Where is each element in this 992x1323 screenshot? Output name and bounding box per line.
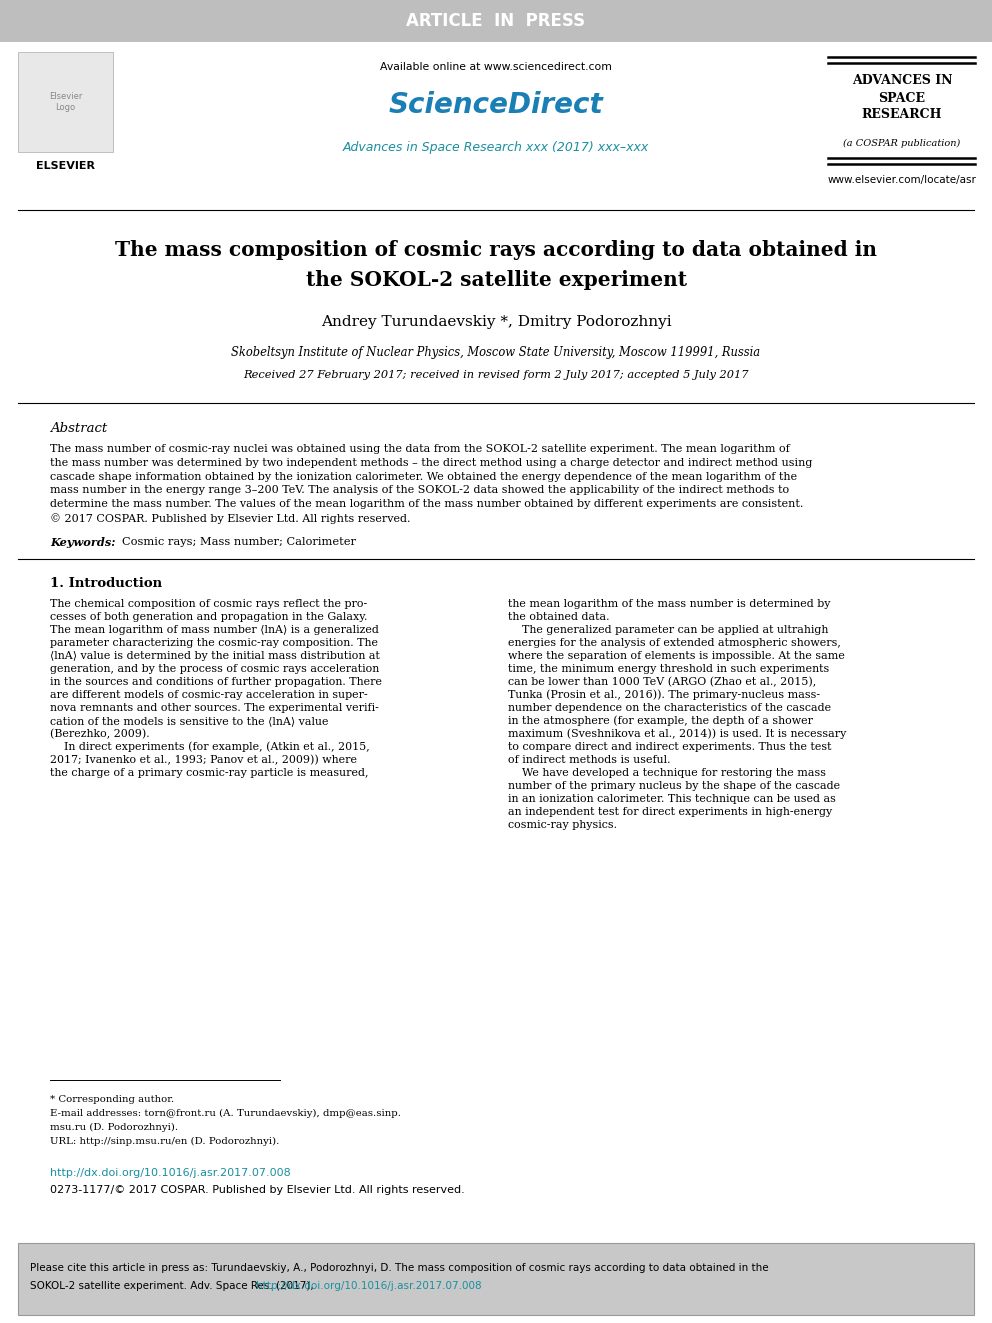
Text: http://dx.doi.org/10.1016/j.asr.2017.07.008: http://dx.doi.org/10.1016/j.asr.2017.07.… — [256, 1281, 481, 1291]
Bar — [0, 0, 992, 42]
Text: Cosmic rays; Mass number; Calorimeter: Cosmic rays; Mass number; Calorimeter — [122, 537, 356, 546]
Text: ARTICLE  IN  PRESS: ARTICLE IN PRESS — [407, 12, 585, 30]
Text: We have developed a technique for restoring the mass: We have developed a technique for restor… — [508, 767, 826, 778]
Text: Received 27 February 2017; received in revised form 2 July 2017; accepted 5 July: Received 27 February 2017; received in r… — [243, 370, 749, 380]
Text: 1. Introduction: 1. Introduction — [50, 577, 162, 590]
Text: The mass composition of cosmic rays according to data obtained in
the SOKOL-2 sa: The mass composition of cosmic rays acco… — [115, 239, 877, 290]
Text: cosmic-ray physics.: cosmic-ray physics. — [508, 820, 617, 830]
Text: URL: http://sinp.msu.ru/en (D. Podorozhnyi).: URL: http://sinp.msu.ru/en (D. Podorozhn… — [50, 1136, 280, 1146]
Text: The mean logarithm of mass number ⟨lnA⟩ is a generalized: The mean logarithm of mass number ⟨lnA⟩ … — [50, 624, 379, 635]
Text: The generalized parameter can be applied at ultrahigh: The generalized parameter can be applied… — [508, 624, 828, 635]
Text: E-mail addresses: torn@front.ru (A. Turundaevskiy), dmp@eas.sinp.: E-mail addresses: torn@front.ru (A. Turu… — [50, 1109, 401, 1118]
Text: * Corresponding author.: * Corresponding author. — [50, 1095, 175, 1103]
Text: © 2017 COSPAR. Published by Elsevier Ltd. All rights reserved.: © 2017 COSPAR. Published by Elsevier Ltd… — [50, 513, 411, 524]
Text: number dependence on the characteristics of the cascade: number dependence on the characteristics… — [508, 703, 831, 713]
Text: SOKOL-2 satellite experiment. Adv. Space Res. (2017),: SOKOL-2 satellite experiment. Adv. Space… — [30, 1281, 317, 1291]
Text: are different models of cosmic-ray acceleration in super-: are different models of cosmic-ray accel… — [50, 689, 368, 700]
Text: Elsevier
Logo: Elsevier Logo — [49, 93, 82, 111]
Text: the mean logarithm of the mass number is determined by: the mean logarithm of the mass number is… — [508, 599, 830, 609]
Text: Skobeltsyn Institute of Nuclear Physics, Moscow State University, Moscow 119991,: Skobeltsyn Institute of Nuclear Physics,… — [231, 347, 761, 359]
Text: Please cite this article in press as: Turundaevskiy, A., Podorozhnyi, D. The mas: Please cite this article in press as: Tu… — [30, 1263, 769, 1273]
Text: the charge of a primary cosmic-ray particle is measured,: the charge of a primary cosmic-ray parti… — [50, 767, 368, 778]
Text: Advances in Space Research xxx (2017) xxx–xxx: Advances in Space Research xxx (2017) xx… — [343, 142, 649, 155]
Text: Abstract: Abstract — [50, 422, 107, 435]
Text: generation, and by the process of cosmic rays acceleration: generation, and by the process of cosmic… — [50, 664, 379, 673]
Text: 2017; Ivanenko et al., 1993; Panov et al., 2009)) where: 2017; Ivanenko et al., 1993; Panov et al… — [50, 755, 357, 765]
Text: can be lower than 1000 TeV (ARGO (Zhao et al., 2015),: can be lower than 1000 TeV (ARGO (Zhao e… — [508, 677, 816, 687]
Text: time, the minimum energy threshold in such experiments: time, the minimum energy threshold in su… — [508, 664, 829, 673]
Text: nova remnants and other sources. The experimental verifi-: nova remnants and other sources. The exp… — [50, 703, 379, 713]
Text: in an ionization calorimeter. This technique can be used as: in an ionization calorimeter. This techn… — [508, 794, 836, 804]
Text: the mass number was determined by two independent methods – the direct method us: the mass number was determined by two in… — [50, 458, 812, 468]
Text: The chemical composition of cosmic rays reflect the pro-: The chemical composition of cosmic rays … — [50, 599, 367, 609]
Bar — [18, 1244, 974, 1315]
Text: in the sources and conditions of further propagation. There: in the sources and conditions of further… — [50, 677, 382, 687]
Text: Keywords:: Keywords: — [50, 537, 115, 548]
Text: The mass number of cosmic-ray nuclei was obtained using the data from the SOKOL-: The mass number of cosmic-ray nuclei was… — [50, 445, 790, 454]
Bar — [18, 52, 113, 152]
Text: determine the mass number. The values of the mean logarithm of the mass number o: determine the mass number. The values of… — [50, 499, 804, 509]
Text: www.elsevier.com/locate/asr: www.elsevier.com/locate/asr — [827, 175, 976, 185]
Text: cation of the models is sensitive to the ⟨lnA⟩ value: cation of the models is sensitive to the… — [50, 716, 328, 726]
Text: an independent test for direct experiments in high-energy: an independent test for direct experimen… — [508, 807, 832, 816]
Text: the obtained data.: the obtained data. — [508, 611, 609, 622]
Text: ADVANCES IN
SPACE
RESEARCH: ADVANCES IN SPACE RESEARCH — [852, 74, 952, 122]
Text: http://dx.doi.org/10.1016/j.asr.2017.07.008: http://dx.doi.org/10.1016/j.asr.2017.07.… — [50, 1168, 291, 1177]
Text: where the separation of elements is impossible. At the same: where the separation of elements is impo… — [508, 651, 845, 660]
Text: 0273-1177/© 2017 COSPAR. Published by Elsevier Ltd. All rights reserved.: 0273-1177/© 2017 COSPAR. Published by El… — [50, 1185, 464, 1195]
Text: Available online at www.sciencedirect.com: Available online at www.sciencedirect.co… — [380, 62, 612, 71]
Text: cesses of both generation and propagation in the Galaxy.: cesses of both generation and propagatio… — [50, 611, 367, 622]
Text: number of the primary nucleus by the shape of the cascade: number of the primary nucleus by the sha… — [508, 781, 840, 791]
Text: mass number in the energy range 3–200 TeV. The analysis of the SOKOL-2 data show: mass number in the energy range 3–200 Te… — [50, 486, 789, 495]
Text: Tunka (Prosin et al., 2016)). The primary-nucleus mass-: Tunka (Prosin et al., 2016)). The primar… — [508, 689, 820, 700]
Text: cascade shape information obtained by the ionization calorimeter. We obtained th: cascade shape information obtained by th… — [50, 471, 798, 482]
Text: In direct experiments (for example, (Atkin et al., 2015,: In direct experiments (for example, (Atk… — [50, 742, 370, 753]
Text: energies for the analysis of extended atmospheric showers,: energies for the analysis of extended at… — [508, 638, 841, 648]
Text: ⟨lnA⟩ value is determined by the initial mass distribution at: ⟨lnA⟩ value is determined by the initial… — [50, 651, 380, 660]
Text: Andrey Turundaevskiy *, Dmitry Podorozhnyi: Andrey Turundaevskiy *, Dmitry Podorozhn… — [320, 315, 672, 329]
Text: maximum (Sveshnikova et al., 2014)) is used. It is necessary: maximum (Sveshnikova et al., 2014)) is u… — [508, 729, 846, 740]
Text: parameter characterizing the cosmic-ray composition. The: parameter characterizing the cosmic-ray … — [50, 638, 378, 648]
Text: (Berezhko, 2009).: (Berezhko, 2009). — [50, 729, 150, 740]
Text: (a COSPAR publication): (a COSPAR publication) — [843, 139, 960, 148]
Text: ELSEVIER: ELSEVIER — [36, 161, 95, 171]
Text: to compare direct and indirect experiments. Thus the test: to compare direct and indirect experimen… — [508, 742, 831, 751]
Text: of indirect methods is useful.: of indirect methods is useful. — [508, 755, 671, 765]
Text: ScienceDirect: ScienceDirect — [389, 91, 603, 119]
Text: in the atmosphere (for example, the depth of a shower: in the atmosphere (for example, the dept… — [508, 716, 813, 726]
Text: msu.ru (D. Podorozhnyi).: msu.ru (D. Podorozhnyi). — [50, 1123, 179, 1132]
